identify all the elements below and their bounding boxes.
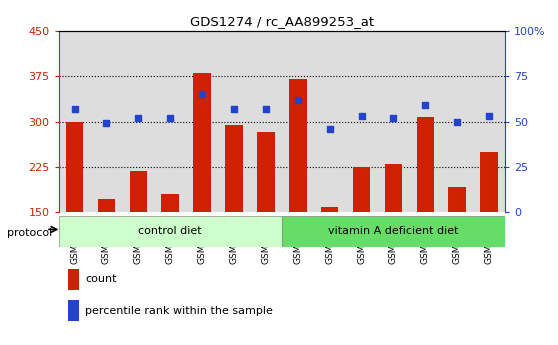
Bar — [289, 79, 306, 212]
Point — [421, 102, 430, 108]
Bar — [161, 194, 179, 212]
Text: count: count — [85, 275, 117, 284]
Bar — [193, 73, 211, 212]
Bar — [154, 31, 186, 212]
Bar — [282, 216, 505, 247]
Bar — [480, 152, 498, 212]
Bar — [257, 132, 275, 212]
Bar — [68, 300, 79, 321]
Text: vitamin A deficient diet: vitamin A deficient diet — [328, 226, 459, 236]
Point — [325, 126, 334, 132]
Point — [198, 92, 206, 97]
Bar — [282, 31, 314, 212]
Point — [261, 106, 270, 112]
Bar — [473, 31, 505, 212]
Bar — [186, 31, 218, 212]
Bar — [384, 164, 402, 212]
Bar — [353, 167, 371, 212]
Point — [134, 115, 143, 121]
Bar — [59, 31, 90, 212]
Bar — [250, 31, 282, 212]
Text: control diet: control diet — [138, 226, 202, 236]
Bar — [129, 171, 147, 212]
Bar — [314, 31, 345, 212]
Bar — [321, 207, 338, 212]
Bar — [98, 199, 115, 212]
Point — [389, 115, 398, 121]
Bar — [377, 31, 410, 212]
Point — [70, 106, 79, 112]
Point — [229, 106, 238, 112]
Point — [102, 121, 111, 126]
Bar — [90, 31, 122, 212]
Point — [166, 115, 175, 121]
Bar — [59, 216, 282, 247]
Bar — [416, 117, 434, 212]
Bar — [449, 187, 466, 212]
Title: GDS1274 / rc_AA899253_at: GDS1274 / rc_AA899253_at — [190, 16, 374, 29]
Bar — [441, 31, 473, 212]
Text: protocol: protocol — [7, 228, 52, 238]
Text: percentile rank within the sample: percentile rank within the sample — [85, 306, 273, 315]
Bar — [218, 31, 250, 212]
Bar — [410, 31, 441, 212]
Point — [484, 114, 493, 119]
Bar — [66, 122, 83, 212]
Bar — [122, 31, 154, 212]
Point — [294, 97, 302, 103]
Bar — [345, 31, 377, 212]
Bar — [225, 125, 243, 212]
Point — [453, 119, 461, 125]
Bar — [68, 269, 79, 290]
Point — [357, 114, 366, 119]
